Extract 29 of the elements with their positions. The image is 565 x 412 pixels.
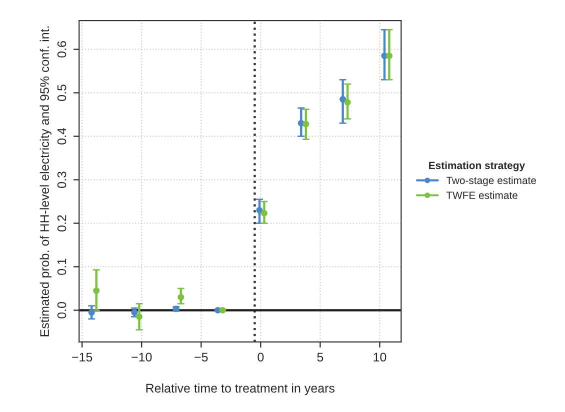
point xyxy=(256,206,263,214)
y-tick-label: 0.6 xyxy=(57,41,66,58)
x-tick-label: 5 xyxy=(317,352,324,362)
y-axis-title: Estimated prob. of HH-level electricity and 95% conf. int. xyxy=(40,26,52,336)
y-tick-label: 0.1 xyxy=(57,258,66,275)
point xyxy=(93,287,100,294)
point xyxy=(260,210,268,216)
x-tick-label: −10 xyxy=(132,352,152,362)
y-tick-label: 0.2 xyxy=(57,215,66,232)
y-tick-label: 0.4 xyxy=(57,128,66,144)
legend-label: Two-stage estimate xyxy=(446,176,536,186)
x-tick-label: 0 xyxy=(258,352,264,362)
point xyxy=(302,120,310,128)
point xyxy=(88,309,95,316)
point xyxy=(344,99,351,106)
y-tick-label: 0.5 xyxy=(57,84,66,101)
y-tick-label: 0.3 xyxy=(57,172,66,188)
point xyxy=(136,313,142,320)
point xyxy=(340,96,346,103)
point xyxy=(178,294,184,300)
x-tick-label: −15 xyxy=(72,352,92,362)
x-tick-label: −5 xyxy=(194,352,208,362)
legend-title: Estimation strategy xyxy=(429,161,525,172)
y-tick-label: 0.0 xyxy=(57,302,66,318)
x-tick-label: 10 xyxy=(374,352,386,362)
legend-label: TWFE estimate xyxy=(446,191,518,200)
x-axis-title: Relative time to treatment in years xyxy=(146,383,335,396)
point xyxy=(219,306,226,314)
point xyxy=(386,52,392,60)
